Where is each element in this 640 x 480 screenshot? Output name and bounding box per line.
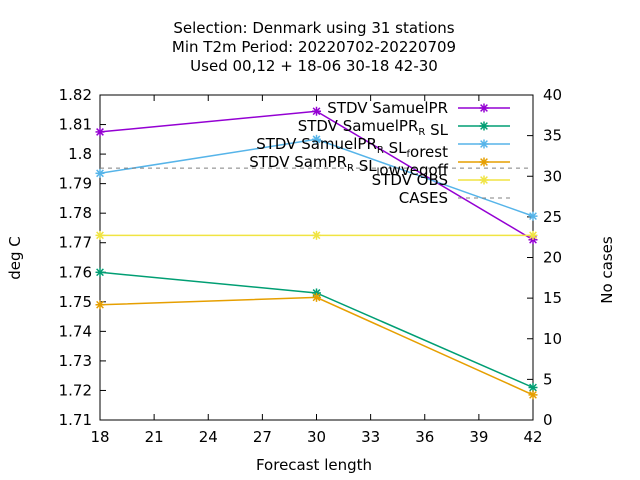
y2-tick-label: 0 (543, 411, 553, 429)
legend-label: STDV SamuelPR (327, 99, 448, 117)
data-point-stdv-obs (312, 230, 321, 240)
legend-entry-stdv-samuelpr-r-sl: STDV SamuelPRR SL (298, 117, 510, 139)
legend-label: STDV SamuelPRR SLforest (256, 135, 448, 161)
y-tick-label: 1.79 (59, 175, 92, 193)
legend-label: STDV SamPRR SLlowvegoff (249, 153, 448, 179)
y2-tick-label: 5 (543, 370, 553, 388)
data-point-stdv-samuelpr-r-sl-forest (95, 168, 105, 178)
data-point-stdv-samuelpr-r-sl-forest (528, 211, 538, 221)
y2-tick-label: 35 (543, 127, 562, 145)
x-tick-label: 18 (90, 428, 109, 446)
y-tick-label: 1.71 (59, 411, 92, 429)
x-tick-label: 30 (307, 428, 326, 446)
y-axis-label: deg C (6, 236, 24, 280)
y2-tick-label: 40 (543, 86, 562, 104)
title-line-1: Selection: Denmark using 31 stations (173, 19, 454, 37)
data-point-stdv-sampr-r-sl-lowvegoff (95, 300, 105, 310)
y2-tick-label: 20 (543, 249, 562, 267)
legend-marker (479, 103, 489, 113)
y-tick-label: 1.82 (59, 86, 92, 104)
data-point-stdv-samuelpr (95, 127, 105, 137)
data-point-stdv-obs (528, 230, 538, 240)
y2-tick-label: 25 (543, 208, 562, 226)
series-stdv-sampr-r-sl-lowvegoff (95, 292, 538, 400)
legend-label: STDV OBS (372, 171, 448, 189)
series-stdv-samuelpr-r-sl-forest (95, 134, 538, 221)
legend-label: CASES (399, 189, 448, 207)
legend-label: STDV SamuelPRR SL (298, 117, 449, 139)
x-axis-label: Forecast length (256, 456, 372, 474)
x-tick-label: 33 (361, 428, 380, 446)
title-line-2: Min T2m Period: 20220702-20220709 (172, 38, 456, 56)
y-tick-label: 1.73 (59, 352, 92, 370)
y2-tick-label: 30 (543, 167, 562, 185)
data-point-stdv-sampr-r-sl-lowvegoff (528, 390, 538, 400)
legend-marker (479, 121, 489, 131)
series-stdv-samuelpr-r-sl (95, 267, 538, 392)
x-tick-label: 42 (523, 428, 542, 446)
legend-entry-stdv-samuelpr-r-sl-forest: STDV SamuelPRR SLforest (256, 135, 510, 161)
y-tick-label: 1.81 (59, 116, 92, 134)
x-tick-label: 21 (145, 428, 164, 446)
legend-entry-cases: CASES (399, 189, 510, 207)
data-point-stdv-samuelpr-r-sl (95, 267, 105, 277)
data-point-stdv-obs (95, 230, 105, 240)
x-tick-label: 27 (253, 428, 272, 446)
y-tick-label: 1.76 (59, 263, 92, 281)
data-point-stdv-samuelpr-r-sl-forest (312, 134, 321, 144)
y-tick-label: 1.72 (59, 381, 92, 399)
x-tick-label: 24 (199, 428, 218, 446)
title-line-3: Used 00,12 + 18-06 30-18 42-30 (190, 57, 438, 75)
data-point-stdv-samuelpr (312, 106, 321, 116)
series-line-stdv-sampr-r-sl-lowvegoff (99, 296, 534, 396)
series-stdv-obs (95, 230, 538, 240)
y-tick-label: 1.75 (59, 293, 92, 311)
y-tick-label: 1.77 (59, 234, 92, 252)
chart-title: Selection: Denmark using 31 stations Min… (172, 19, 456, 75)
y2-tick-label: 10 (543, 330, 562, 348)
legend-marker (479, 157, 489, 167)
legend-marker (479, 175, 489, 185)
y2-tick-label: 15 (543, 289, 562, 307)
y-tick-label: 1.8 (68, 145, 92, 163)
x-tick-label: 39 (469, 428, 488, 446)
y-tick-label: 1.78 (59, 204, 92, 222)
legend-marker (479, 139, 489, 149)
y-tick-label: 1.74 (59, 322, 92, 340)
legend-entry-stdv-sampr-r-sl-lowvegoff: STDV SamPRR SLlowvegoff (249, 153, 510, 179)
legend-entry-stdv-samuelpr: STDV SamuelPR (327, 99, 510, 117)
y2-axis-label: No cases (598, 236, 616, 304)
x-tick-label: 36 (415, 428, 434, 446)
legend-entry-stdv-obs: STDV OBS (372, 171, 510, 189)
data-point-stdv-sampr-r-sl-lowvegoff (312, 292, 321, 302)
